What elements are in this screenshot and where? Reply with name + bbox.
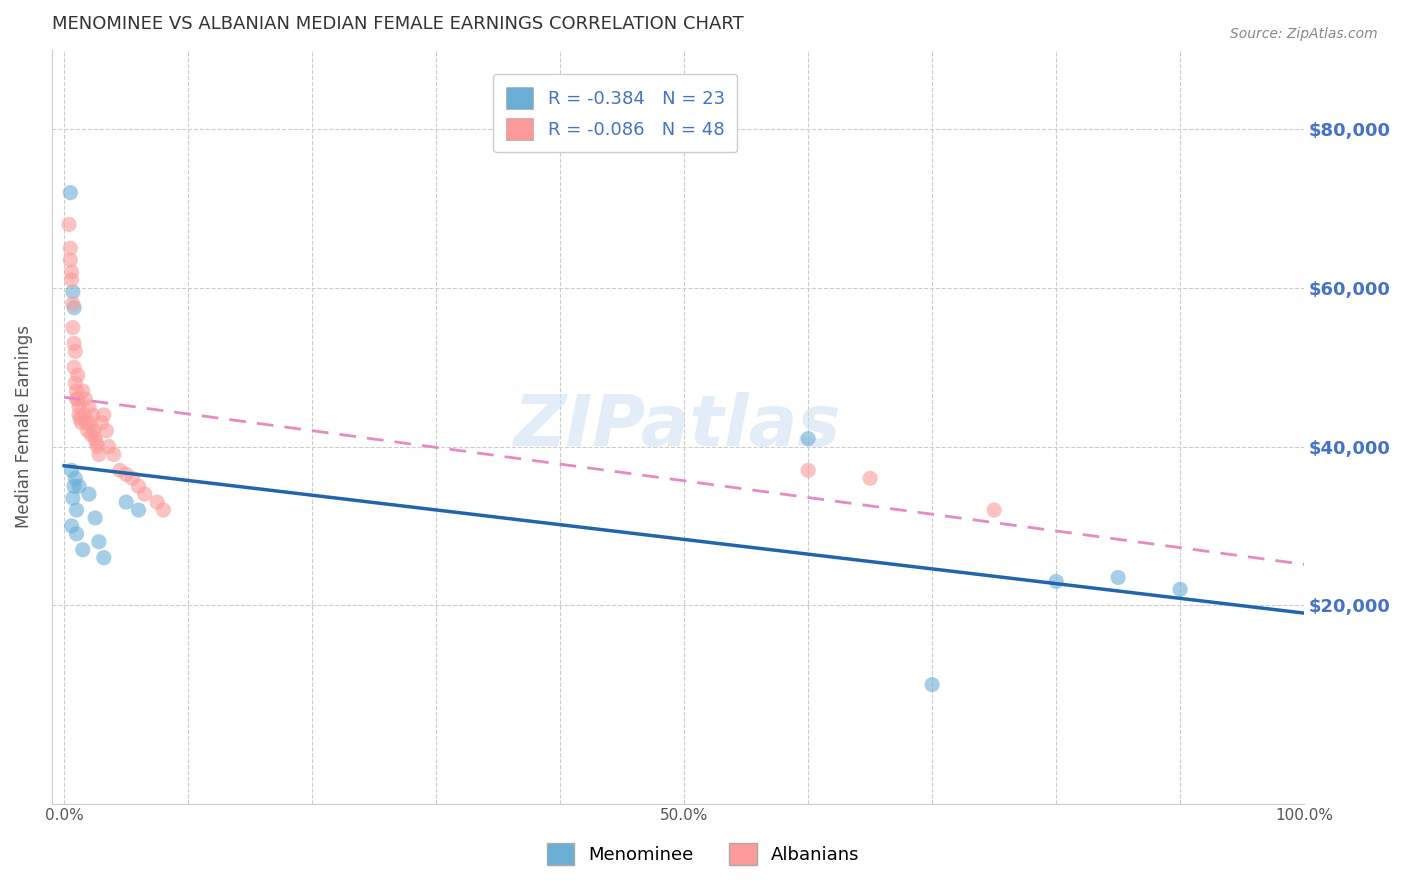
Menominee (87, 534, 110, 549)
Albanians (983, 503, 1005, 517)
Albanians (80, 427, 103, 442)
Menominee (93, 550, 115, 565)
Text: ZIPatlas: ZIPatlas (515, 392, 842, 461)
Albanians (83, 424, 105, 438)
Albanians (73, 408, 96, 422)
Albanians (108, 463, 131, 477)
Menominee (128, 503, 150, 517)
Albanians (103, 448, 125, 462)
Albanians (97, 440, 120, 454)
Albanians (65, 344, 87, 359)
Albanians (66, 392, 89, 406)
Albanians (69, 411, 91, 425)
Albanians (63, 360, 86, 375)
Menominee (1168, 582, 1191, 597)
Menominee (72, 542, 94, 557)
Albanians (62, 297, 84, 311)
Albanians (59, 241, 82, 255)
Albanians (76, 416, 98, 430)
Albanians (76, 424, 98, 438)
Albanians (63, 336, 86, 351)
Menominee (63, 301, 86, 315)
Albanians (60, 273, 83, 287)
Menominee (65, 503, 87, 517)
Albanians (75, 392, 97, 406)
Menominee (60, 463, 83, 477)
Menominee (1045, 574, 1067, 589)
Albanians (66, 368, 89, 383)
Legend: R = -0.384   N = 23, R = -0.086   N = 48: R = -0.384 N = 23, R = -0.086 N = 48 (494, 74, 737, 153)
Menominee (60, 519, 83, 533)
Albanians (67, 400, 90, 414)
Menominee (77, 487, 100, 501)
Albanians (146, 495, 169, 509)
Albanians (72, 384, 94, 398)
Menominee (65, 471, 87, 485)
Menominee (62, 285, 84, 299)
Menominee (115, 495, 138, 509)
Menominee (62, 491, 84, 505)
Menominee (921, 677, 943, 691)
Albanians (93, 408, 115, 422)
Menominee (59, 186, 82, 200)
Albanians (86, 440, 108, 454)
Text: Source: ZipAtlas.com: Source: ZipAtlas.com (1230, 27, 1378, 41)
Albanians (77, 400, 100, 414)
Menominee (67, 479, 90, 493)
Albanians (58, 218, 80, 232)
Text: MENOMINEE VS ALBANIAN MEDIAN FEMALE EARNINGS CORRELATION CHART: MENOMINEE VS ALBANIAN MEDIAN FEMALE EARN… (52, 15, 744, 33)
Albanians (67, 408, 90, 422)
Albanians (60, 265, 83, 279)
Albanians (121, 471, 143, 485)
Menominee (797, 432, 820, 446)
Albanians (65, 392, 87, 406)
Albanians (96, 424, 118, 438)
Albanians (134, 487, 156, 501)
Albanians (65, 384, 87, 398)
Albanians (797, 463, 820, 477)
Albanians (62, 320, 84, 334)
Y-axis label: Median Female Earnings: Median Female Earnings (15, 326, 32, 528)
Albanians (79, 416, 101, 430)
Albanians (128, 479, 150, 493)
Menominee (1107, 570, 1129, 584)
Legend: Menominee, Albanians: Menominee, Albanians (537, 834, 869, 874)
Albanians (90, 416, 112, 430)
Albanians (87, 448, 110, 462)
Albanians (82, 408, 104, 422)
Albanians (65, 376, 87, 390)
Menominee (84, 511, 107, 525)
Albanians (152, 503, 174, 517)
Menominee (63, 479, 86, 493)
Albanians (86, 435, 108, 450)
Albanians (115, 467, 138, 482)
Albanians (70, 416, 93, 430)
Albanians (84, 432, 107, 446)
Albanians (859, 471, 882, 485)
Menominee (65, 526, 87, 541)
Albanians (59, 253, 82, 268)
